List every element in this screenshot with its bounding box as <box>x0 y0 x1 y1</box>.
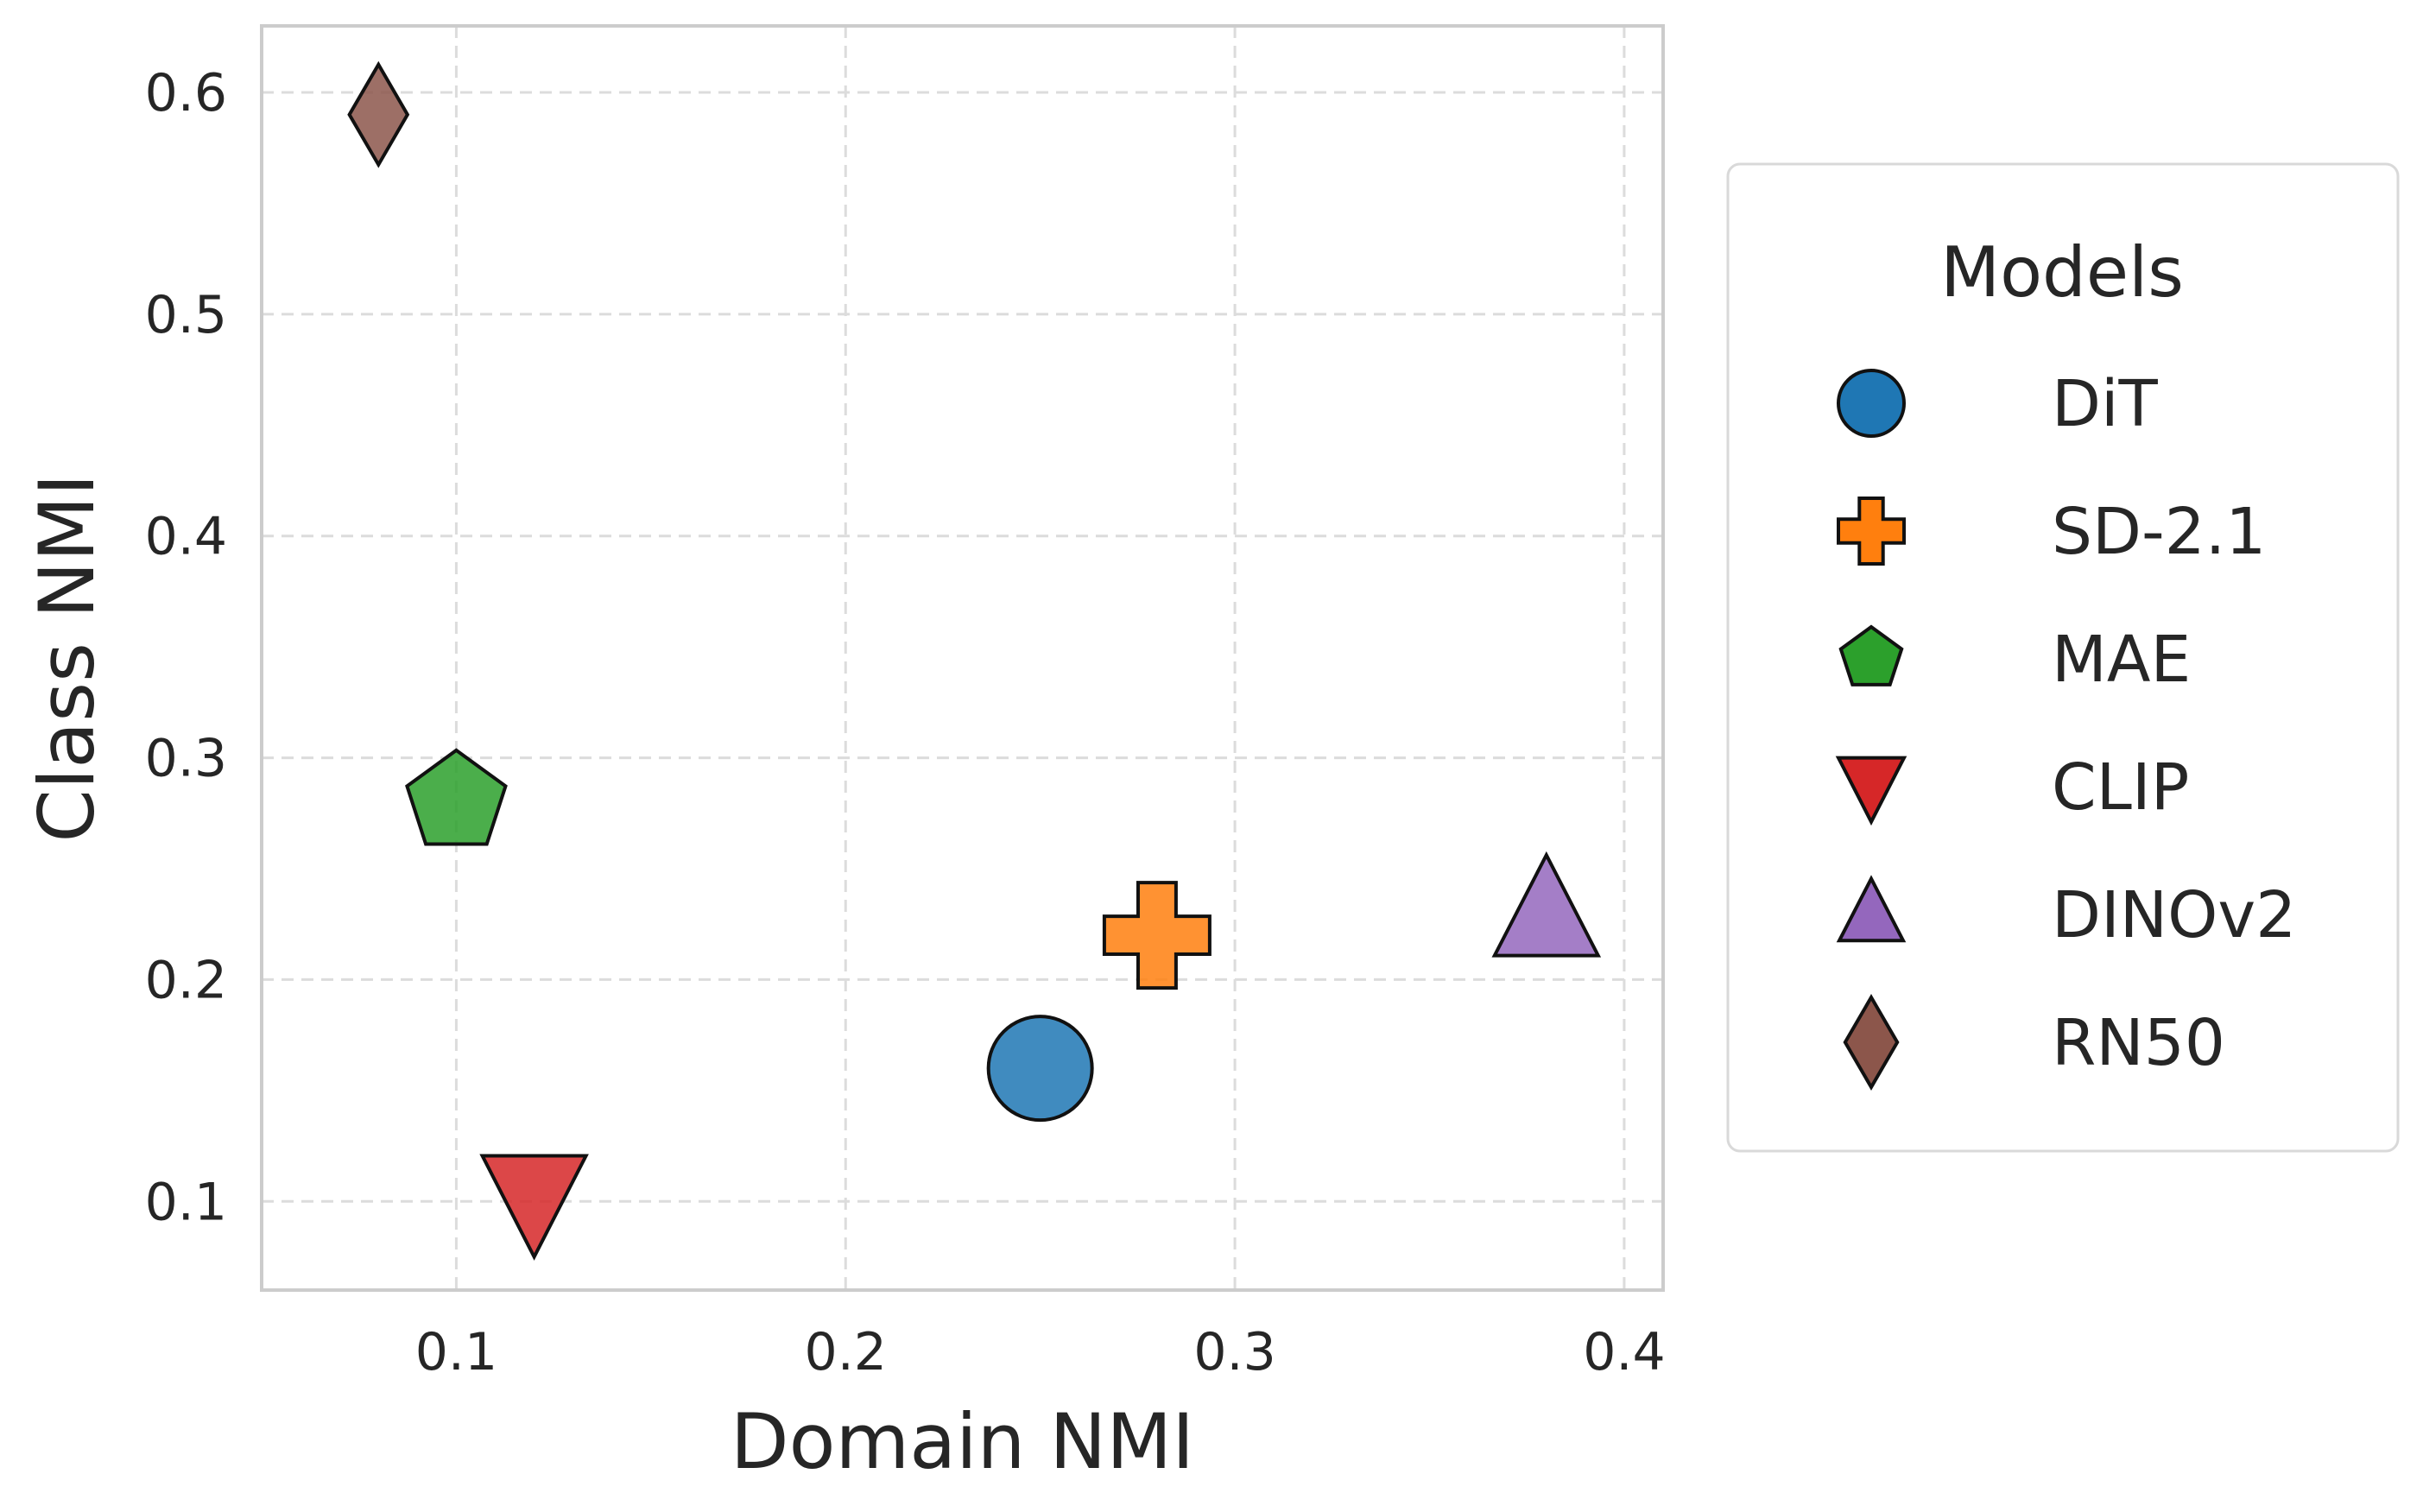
legend-label: DiT <box>2052 367 2159 441</box>
y-tick-label: 0.6 <box>145 63 227 123</box>
x-tick-label: 0.4 <box>1583 1322 1665 1382</box>
legend-label: CLIP <box>2052 750 2189 825</box>
legend-marker-dit <box>1837 369 1906 438</box>
legend-label: MAE <box>2052 623 2191 697</box>
x-tick-label: 0.2 <box>805 1322 887 1382</box>
data-points <box>347 60 1602 1261</box>
legend-marker-clip <box>1835 756 1907 826</box>
plot-frame <box>260 24 1665 1292</box>
tick-labels: 0.1 0.2 0.3 0.4 0.1 0.2 0.3 0.4 0.5 0.6 <box>145 63 1666 1382</box>
legend-marker-mae <box>1838 624 1904 686</box>
data-point-mae <box>405 748 508 846</box>
legend-items: DiT SD-2.1 MAE CLIP DINOv2 RN50 <box>1835 367 2296 1091</box>
legend-marker-sd-2-1 <box>1837 497 1906 566</box>
legend-title: Models <box>1940 232 2184 313</box>
y-tick-label: 0.3 <box>145 729 227 789</box>
data-point-clip <box>479 1154 589 1261</box>
x-tick-label: 0.3 <box>1193 1322 1275 1382</box>
legend-item: CLIP <box>1835 750 2189 826</box>
y-tick-label: 0.2 <box>145 950 227 1010</box>
y-tick-label: 0.4 <box>145 507 227 567</box>
legend-marker-rn50 <box>1843 994 1900 1091</box>
y-axis-label: Class NMI <box>22 473 111 842</box>
legend-item: RN50 <box>1843 994 2225 1091</box>
y-tick-label: 0.1 <box>145 1172 227 1232</box>
grid-lines <box>262 26 1663 1290</box>
x-axis-label: Domain NMI <box>731 1397 1194 1486</box>
legend-item: DiT <box>1837 367 2159 441</box>
data-point-rn50 <box>347 60 410 168</box>
legend-item: MAE <box>1838 623 2191 697</box>
legend-label: SD-2.1 <box>2052 495 2266 569</box>
y-tick-label: 0.5 <box>145 285 227 345</box>
legend-item: DINOv2 <box>1836 875 2296 952</box>
x-tick-label: 0.1 <box>415 1322 497 1382</box>
legend-label: RN50 <box>2052 1006 2225 1080</box>
data-point-dinov2 <box>1491 851 1602 958</box>
legend-label: DINOv2 <box>2052 878 2296 952</box>
data-point-sd-2-1 <box>1102 881 1212 990</box>
legend: Models DiT SD-2.1 MAE CLIP DINOv2 RN50 <box>1726 162 2400 1153</box>
legend-item: SD-2.1 <box>1837 495 2266 569</box>
data-point-dit <box>986 1015 1094 1123</box>
legend-marker-dinov2 <box>1836 875 1907 943</box>
